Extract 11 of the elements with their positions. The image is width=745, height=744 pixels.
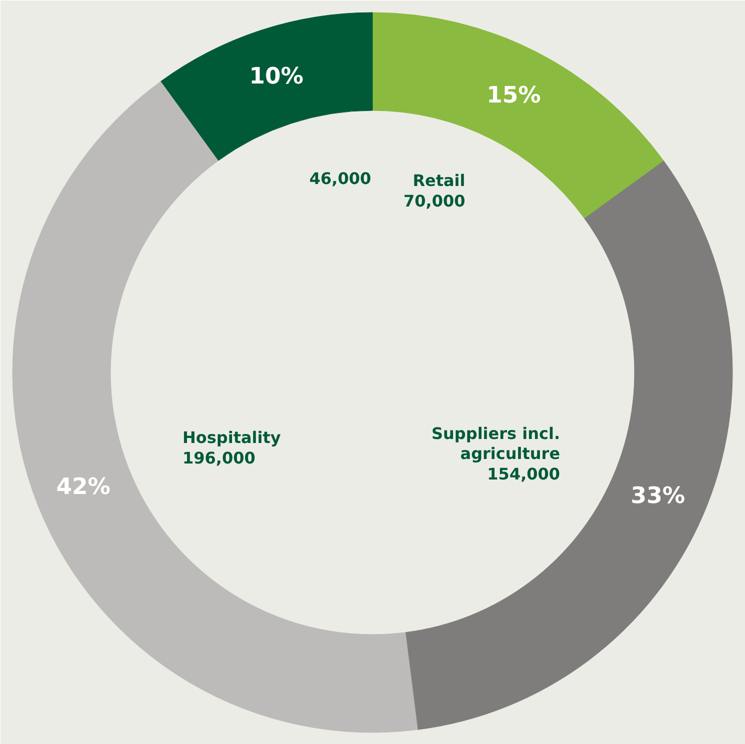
text: 70,000 <box>404 191 466 210</box>
slice-label: Hospitality <box>182 428 282 448</box>
text: 46,000 <box>309 169 372 188</box>
text: 196,000 <box>182 448 256 468</box>
data-label: 15% <box>486 82 541 108</box>
slice-label: Retail <box>412 170 466 190</box>
slice-label: Suppliers incl. agriculture <box>432 424 560 464</box>
data-label: 42% <box>56 474 110 500</box>
data-label: 33% <box>630 483 686 510</box>
data-label: 10% <box>249 64 304 90</box>
text: 154,000 <box>487 464 560 484</box>
